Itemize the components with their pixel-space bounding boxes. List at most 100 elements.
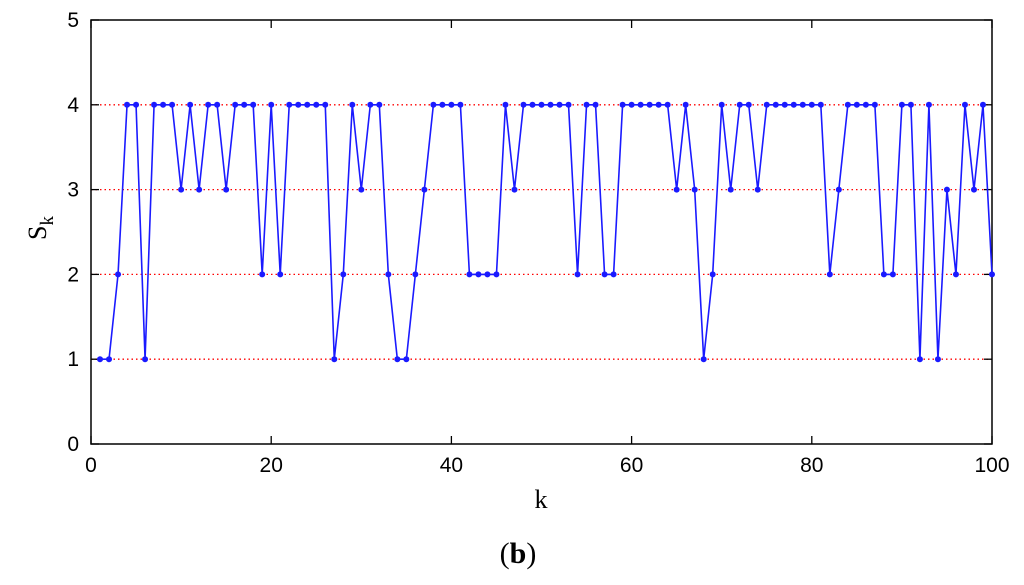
data-point-3 [115, 271, 122, 278]
data-point-17 [241, 101, 248, 108]
data-point-97 [961, 101, 968, 108]
data-point-1 [97, 356, 104, 363]
data-point-93 [925, 101, 932, 108]
data-point-32 [376, 101, 383, 108]
data-point-76 [772, 101, 779, 108]
data-point-27 [331, 356, 338, 363]
data-point-59 [619, 101, 626, 108]
data-point-88 [880, 271, 887, 278]
data-point-51 [547, 101, 554, 108]
data-point-7 [151, 101, 158, 108]
x-tick-label-40: 40 [440, 454, 463, 477]
data-point-34 [394, 356, 401, 363]
data-point-79 [799, 101, 806, 108]
data-point-35 [403, 356, 410, 363]
data-point-11 [187, 101, 194, 108]
y-axis-title-main: S [23, 226, 52, 240]
data-point-55 [583, 101, 590, 108]
data-point-86 [862, 101, 869, 108]
data-point-47 [511, 186, 518, 193]
data-point-85 [853, 101, 860, 108]
x-tick-label-0: 0 [85, 454, 97, 477]
x-tick-label-80: 80 [800, 454, 823, 477]
data-point-53 [565, 101, 572, 108]
data-point-9 [169, 101, 176, 108]
data-series [97, 101, 995, 363]
y-tick-label-2: 2 [67, 263, 79, 286]
data-point-24 [304, 101, 311, 108]
data-point-40 [448, 101, 455, 108]
data-point-12 [196, 186, 203, 193]
data-point-36 [412, 271, 419, 278]
data-point-44 [484, 271, 491, 278]
data-point-46 [502, 101, 509, 108]
data-point-71 [727, 186, 734, 193]
data-point-28 [340, 271, 347, 278]
data-point-16 [232, 101, 239, 108]
data-point-38 [430, 101, 437, 108]
data-point-98 [970, 186, 977, 193]
data-point-56 [592, 101, 599, 108]
data-point-90 [898, 101, 905, 108]
data-point-4 [124, 101, 131, 108]
data-point-41 [457, 101, 464, 108]
data-point-23 [295, 101, 302, 108]
data-point-100 [989, 271, 995, 278]
data-point-80 [808, 101, 815, 108]
data-point-61 [637, 101, 644, 108]
data-point-81 [817, 101, 824, 108]
data-point-8 [160, 101, 167, 108]
data-point-45 [493, 271, 500, 278]
data-point-89 [889, 271, 896, 278]
axes [90, 19, 993, 445]
data-point-57 [601, 271, 608, 278]
data-point-92 [916, 356, 923, 363]
data-point-73 [745, 101, 752, 108]
x-tick-label-100: 100 [974, 454, 1009, 477]
data-point-68 [700, 356, 707, 363]
data-point-31 [367, 101, 374, 108]
data-point-2 [106, 356, 113, 363]
data-point-42 [466, 271, 473, 278]
series-line-0 [100, 104, 993, 361]
data-point-48 [520, 101, 527, 108]
data-point-52 [556, 101, 563, 108]
data-point-14 [214, 101, 221, 108]
data-point-63 [655, 101, 662, 108]
data-point-5 [133, 101, 140, 108]
data-point-91 [907, 101, 914, 108]
data-point-21 [277, 271, 284, 278]
data-point-29 [349, 101, 356, 108]
data-point-62 [646, 101, 653, 108]
y-tick-label-1: 1 [67, 348, 79, 371]
data-point-54 [574, 271, 581, 278]
data-point-94 [934, 356, 941, 363]
data-point-70 [718, 101, 725, 108]
panel-label-letter: b [510, 537, 527, 570]
x-tick-label-20: 20 [260, 454, 283, 477]
data-point-19 [259, 271, 266, 278]
data-point-30 [358, 186, 365, 193]
data-point-37 [421, 186, 428, 193]
data-point-75 [763, 101, 770, 108]
data-point-15 [223, 186, 230, 193]
data-point-82 [826, 271, 833, 278]
data-point-65 [673, 186, 680, 193]
y-tick-label-4: 4 [67, 94, 79, 117]
data-point-10 [178, 186, 185, 193]
data-point-96 [952, 271, 959, 278]
data-point-58 [610, 271, 617, 278]
panel-label-close: ) [526, 537, 536, 570]
data-point-84 [844, 101, 851, 108]
data-point-18 [250, 101, 257, 108]
data-point-95 [943, 186, 950, 193]
data-point-25 [313, 101, 320, 108]
data-point-72 [736, 101, 743, 108]
data-point-20 [268, 101, 275, 108]
data-point-78 [790, 101, 797, 108]
data-point-49 [529, 101, 536, 108]
data-point-33 [385, 271, 392, 278]
data-point-64 [664, 101, 671, 108]
tick-labels: 0 20 40 60 80 100 0 1 2 3 4 5 [67, 9, 1009, 477]
